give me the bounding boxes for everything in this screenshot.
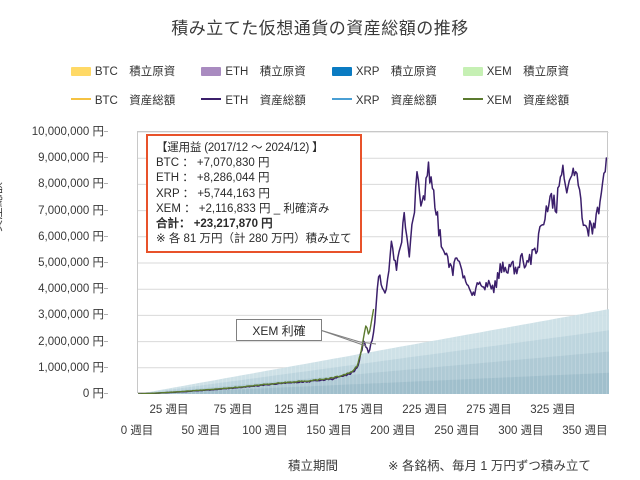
xem-line-swatch-icon xyxy=(462,98,483,100)
legend-label: ETH 積立原資 xyxy=(225,66,306,78)
chart-footnote: ※ 各銘柄、毎月 1 万円ずつ積み立て xyxy=(388,459,591,473)
y-tick-mark xyxy=(104,393,108,394)
legend-item-eth-principal[interactable]: ETH 積立原資 xyxy=(201,63,306,79)
y-tick-mark xyxy=(104,314,108,316)
x-tick-label-lower: 50 週目 xyxy=(181,425,221,437)
x-axis-title: 積立期間 xyxy=(288,459,339,473)
eth-principal-swatch-icon xyxy=(201,66,222,76)
legend-label: BTC 資産総額 xyxy=(94,95,176,107)
legend-item-xem-total[interactable]: XEM 資産総額 xyxy=(462,92,570,108)
y-tick-label: 3,000,000 円 xyxy=(38,309,104,322)
y-tick-mark xyxy=(104,340,108,342)
x-tick-label-lower: 350 週目 xyxy=(562,425,608,437)
x-tick-label-lower: 250 週目 xyxy=(434,425,480,437)
summary-eth: ETH ： +8,286,044 円 xyxy=(156,172,270,185)
x-tick-label-upper: 325 週目 xyxy=(530,404,576,416)
performance-summary-box: 【運用益 (2017/12 ～ 2024/12) 】 BTC ： +7,070,… xyxy=(146,134,362,253)
y-tick-mark xyxy=(104,157,108,159)
y-tick-label: 9,000,000 円 xyxy=(38,152,104,165)
x-tick-label-lower: 100 週目 xyxy=(242,425,288,437)
legend-label: XEM 資産総額 xyxy=(486,95,570,107)
y-tick-label: 4,000,000 円 xyxy=(38,283,104,296)
x-tick-label-lower: 200 週目 xyxy=(370,425,416,437)
y-axis-ticks: 0 円 1,000,000 円 2,000,000 円 3,000,000 円 4,00… xyxy=(0,0,137,480)
y-tick-label: 5,000,000 円 xyxy=(38,257,104,269)
summary-xrp: XRP ： +5,744,163 円 xyxy=(156,187,270,200)
page-title: 積み立てた仮想通貨の資産総額の推移 xyxy=(171,19,469,38)
xem-profit-taking-callout: XEM 利確 xyxy=(236,319,322,341)
summary-heading: 【運用益 (2017/12 ～ 2024/12) 】 xyxy=(156,142,324,154)
y-tick-label: 6,000,000 円 xyxy=(38,230,104,243)
principal-stack-band xyxy=(138,372,609,394)
legend-label: XRP 資産総額 xyxy=(355,95,437,107)
callout-label: XEM 利確 xyxy=(252,323,306,338)
y-tick-mark xyxy=(104,366,108,368)
y-tick-label: 7,000,000 円 xyxy=(38,204,104,217)
xrp-principal-swatch-icon xyxy=(331,66,352,76)
x-tick-label-upper: 125 週目 xyxy=(274,404,320,416)
legend-item-btc-principal[interactable]: BTC 積立原資 xyxy=(70,63,176,79)
x-tick-label-upper: 175 週目 xyxy=(338,404,384,416)
legend-item-xrp-total[interactable]: XRP 資産総額 xyxy=(331,92,437,108)
btc-principal-swatch-icon xyxy=(70,66,91,76)
legend-item-btc-total[interactable]: BTC 資産総額 xyxy=(70,92,176,108)
legend-label: ETH 資産総額 xyxy=(225,95,306,107)
legend-label: XRP 積立原資 xyxy=(355,66,437,78)
x-tick-label-lower: 150 週目 xyxy=(306,425,352,437)
legend-label: BTC 積立原資 xyxy=(94,66,176,78)
y-tick-mark xyxy=(104,209,108,211)
chart-canvas xyxy=(138,132,609,394)
y-tick-mark xyxy=(104,131,108,132)
legend-item-xrp-principal[interactable]: XRP 積立原資 xyxy=(331,63,437,79)
legend-fill-series: BTC 積立原資 ETH 積立原資 XRP 積立原資 XEM 積立原資 xyxy=(0,63,640,79)
eth-line-swatch-icon xyxy=(201,98,222,100)
legend-item-xem-principal[interactable]: XEM 積立原資 xyxy=(462,63,570,79)
summary-xem: XEM ： +2,116,833 円 _ 利確済み xyxy=(156,202,330,215)
callout-leader-line xyxy=(320,329,376,347)
legend-item-eth-total[interactable]: ETH 資産総額 xyxy=(201,92,306,108)
x-tick-label-upper: 225 週目 xyxy=(402,404,448,416)
y-tick-mark xyxy=(104,288,108,290)
x-tick-label-upper: 25 週目 xyxy=(149,404,189,416)
legend-line-series: BTC 資産総額 ETH 資産総額 XRP 資産総額 XEM 資産総額 xyxy=(0,92,640,108)
xem-principal-swatch-icon xyxy=(462,66,483,76)
y-tick-label: 0 円 xyxy=(82,388,104,400)
legend-label: XEM 積立原資 xyxy=(486,66,570,78)
summary-btc: BTC ： +7,070,830 円 xyxy=(156,157,270,170)
x-tick-label-lower: 300 週目 xyxy=(498,425,544,437)
y-tick-label: 10,000,000 円 xyxy=(31,126,104,138)
x-tick-label-lower: 0 週目 xyxy=(120,425,154,437)
btc-line-swatch-icon xyxy=(70,98,91,100)
summary-total: 合計： +23,217,870 円 xyxy=(156,218,273,231)
x-tick-label-upper: 275 週目 xyxy=(466,404,512,416)
summary-note: ※ 各 81 万円（計 280 万円）積み立て xyxy=(156,233,352,246)
y-tick-label: 2,000,000 円 xyxy=(38,335,104,348)
y-tick-label: 1,000,000 円 xyxy=(38,361,104,374)
series-line-xem xyxy=(138,308,375,394)
y-tick-mark xyxy=(104,183,108,185)
x-tick-label-upper: 75 週目 xyxy=(213,404,253,416)
y-tick-mark xyxy=(104,235,108,237)
y-tick-mark xyxy=(104,262,108,263)
xrp-line-swatch-icon xyxy=(331,98,352,100)
y-tick-label: 8,000,000 円 xyxy=(38,178,104,191)
